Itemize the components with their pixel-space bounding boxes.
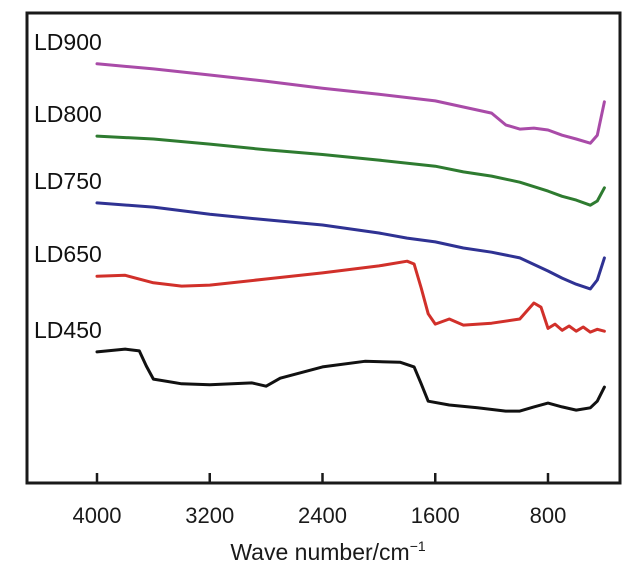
series-line-ld900 — [95, 62, 606, 145]
series-label-ld450: LD450 — [34, 317, 102, 343]
series-line-ld650 — [95, 259, 606, 334]
series-label-ld650: LD650 — [34, 241, 102, 267]
plot-frame — [25, 11, 622, 485]
series-label-ld900: LD900 — [34, 29, 102, 55]
x-axis-ticks — [95, 473, 550, 483]
x-tick-label: 2400 — [298, 503, 347, 528]
x-tick-label: 800 — [530, 503, 567, 528]
x-axis-title: Wave number/cm−1 — [230, 538, 426, 565]
series-line-ld450 — [95, 347, 606, 413]
series-labels: LD900 LD800 LD750 LD650 LD450 — [34, 29, 102, 343]
series-line-ld750 — [95, 201, 606, 291]
series-label-ld750: LD750 — [34, 168, 102, 194]
x-tick-label: 3200 — [185, 503, 234, 528]
x-tick-label: 4000 — [73, 503, 122, 528]
x-axis-tick-labels: 4000 3200 2400 1600 800 — [73, 503, 567, 528]
x-tick-label: 1600 — [411, 503, 460, 528]
series-label-ld800: LD800 — [34, 101, 102, 127]
series-line-ld800 — [95, 134, 606, 207]
series-lines — [95, 62, 606, 413]
